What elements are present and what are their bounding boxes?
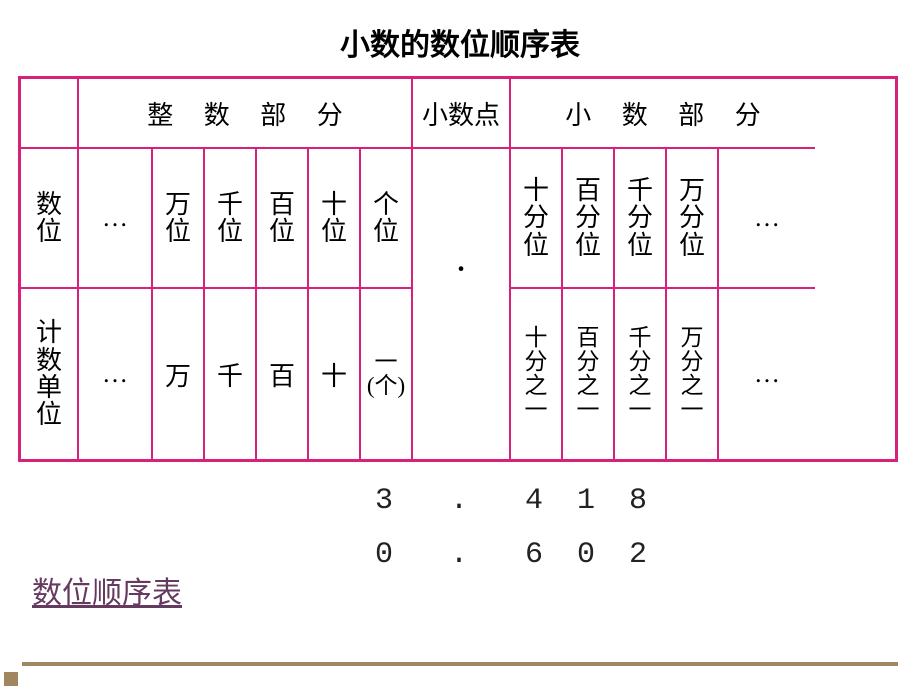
dec-place-cell: 千分位 xyxy=(615,149,667,289)
ellipsis-cell: … xyxy=(79,149,153,289)
header-row: 整 数 部 分 小数点 小 数 部 分 xyxy=(21,79,895,149)
dec-unit-cell: 千分之一 xyxy=(615,289,667,459)
digit-place-row: 数位 … 万位 千位 百位 十位 个位 · 十分位 百分位 千分位 万分位 … xyxy=(21,149,895,289)
main-title: 小数的数位顺序表 xyxy=(18,20,902,64)
header-blank xyxy=(21,79,79,149)
dec-unit-cell: 万分之一 xyxy=(667,289,719,459)
int-unit-cell: 百 xyxy=(257,289,309,459)
int-place-cell: 万位 xyxy=(153,149,205,289)
corner-decoration xyxy=(4,672,18,686)
footer-divider xyxy=(22,662,898,666)
row-label-digit-place: 数位 xyxy=(21,149,79,289)
decimal-point-cell: · xyxy=(413,149,511,289)
int-unit-cell: 一(个) xyxy=(361,289,413,459)
ellipsis-cell: … xyxy=(719,289,815,459)
counting-unit-row: 计数单位 … 万 千 百 十 一(个) 十分之一 百分之一 千分之一 万分之一 … xyxy=(21,289,895,459)
int-unit-cell: 万 xyxy=(153,289,205,459)
digit-thousandth: 8 xyxy=(612,484,664,518)
digit-hundredth: 1 xyxy=(560,484,612,518)
dec-unit-cell: 十分之一 xyxy=(511,289,563,459)
dec-place-cell: 百分位 xyxy=(563,149,615,289)
digit-thousandth: 2 xyxy=(612,538,664,572)
ellipsis-cell: … xyxy=(719,149,815,289)
digit-dot: . xyxy=(410,484,508,518)
number-row: 3 . 4 1 8 xyxy=(18,484,898,518)
int-place-cell: 个位 xyxy=(361,149,413,289)
row-label-counting-unit: 计数单位 xyxy=(21,289,79,459)
header-integer-part: 整 数 部 分 xyxy=(79,79,413,149)
int-place-cell: 千位 xyxy=(205,149,257,289)
digit-ones: 0 xyxy=(358,538,410,572)
place-value-table: 整 数 部 分 小数点 小 数 部 分 数位 … 万位 千位 百位 十位 个位 … xyxy=(18,76,898,462)
dec-unit-cell: 百分之一 xyxy=(563,289,615,459)
int-unit-cell: 千 xyxy=(205,289,257,459)
page-root: 小数的数位顺序表 整 数 部 分 小数点 小 数 部 分 数位 … 万位 千位 … xyxy=(0,0,920,690)
digit-hundredth: 0 xyxy=(560,538,612,572)
decimal-point-cell-blank xyxy=(413,289,511,459)
digit-tenth: 6 xyxy=(508,538,560,572)
ellipsis-cell: … xyxy=(79,289,153,459)
vtext: 数位 xyxy=(36,191,62,246)
dec-place-cell: 十分位 xyxy=(511,149,563,289)
number-row: 0 . 6 0 2 xyxy=(18,538,898,572)
header-decimal-part: 小 数 部 分 xyxy=(511,79,815,149)
int-place-cell: 十位 xyxy=(309,149,361,289)
int-unit-cell: 十 xyxy=(309,289,361,459)
dec-place-cell: 万分位 xyxy=(667,149,719,289)
digit-tenth: 4 xyxy=(508,484,560,518)
int-place-cell: 百位 xyxy=(257,149,309,289)
digit-dot: . xyxy=(410,538,508,572)
sequence-table-link[interactable]: 数位顺序表 xyxy=(32,568,182,612)
digit-ones: 3 xyxy=(358,484,410,518)
header-decimal-point: 小数点 xyxy=(413,79,511,149)
